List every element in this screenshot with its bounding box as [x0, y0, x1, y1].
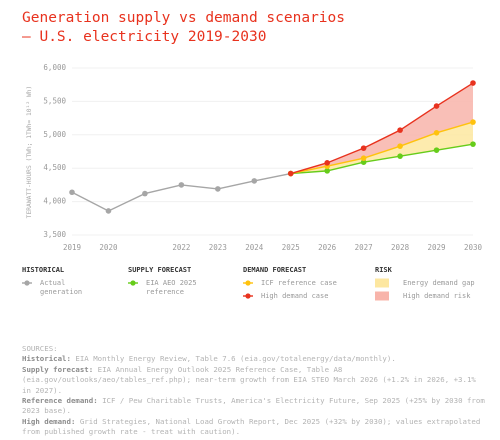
y-tick-label: 4,500	[43, 163, 66, 172]
x-tick-label: 2030	[464, 243, 483, 252]
legend-dot	[245, 280, 251, 286]
data-point	[470, 119, 476, 125]
data-point	[324, 160, 330, 166]
source-item: Reference demand: ICF / Pew Charitable T…	[22, 396, 485, 415]
data-point	[360, 159, 367, 165]
x-tick-label: 2020	[99, 243, 118, 252]
series-line	[71, 172, 291, 212]
data-point	[470, 141, 476, 147]
legend-heading: RISK	[375, 266, 393, 274]
risk-band	[290, 83, 473, 174]
x-tick-label: 2025	[282, 243, 300, 252]
series-line	[290, 121, 474, 175]
source-text: Grid Strategies, National Load Growth Re…	[22, 416, 481, 437]
legend-swatch	[375, 278, 389, 288]
data-point	[470, 80, 476, 86]
x-tick-label: 2019	[63, 243, 81, 252]
data-point	[397, 153, 403, 159]
y-tick-label: 5,500	[43, 96, 66, 105]
y-tick-label: 3,500	[43, 230, 66, 239]
legend-dot	[24, 280, 30, 286]
x-tick-label: 2027	[355, 243, 373, 252]
legend-heading: HISTORICAL	[22, 266, 64, 274]
source-item: High demand: Grid Strategies, National L…	[22, 417, 480, 436]
y-tick-label: 6,000	[43, 63, 66, 72]
source-text: ICF / Pew Charitable Trusts, America's E…	[22, 396, 485, 416]
data-point	[360, 145, 367, 151]
x-tick-label: 2028	[391, 243, 410, 252]
legend-label: High demand case	[261, 292, 328, 300]
x-tick-label: 2022	[172, 243, 190, 252]
source-label: Reference demand:	[22, 396, 98, 406]
x-tick-label: 2024	[245, 243, 264, 252]
data-point	[142, 190, 148, 197]
data-point	[69, 189, 75, 196]
source-item: Supply forecast: EIA Annual Energy Outlo…	[22, 365, 476, 395]
source-text: EIA Monthly Energy Review, Table 7.6 (ei…	[75, 354, 396, 364]
data-point	[105, 208, 112, 214]
data-point	[360, 155, 367, 161]
data-point	[433, 147, 440, 153]
source-item: Historical: EIA Monthly Energy Review, T…	[22, 354, 396, 363]
legend-label: EIA AEO 2025 reference	[146, 279, 197, 296]
x-tick-label: 2029	[428, 243, 446, 252]
legend-swatch	[375, 291, 389, 301]
source-label: Historical:	[22, 354, 71, 364]
data-point	[433, 103, 440, 109]
source-label: Supply forecast:	[22, 364, 94, 374]
source-label: High demand:	[22, 416, 76, 426]
data-point	[433, 129, 440, 136]
data-point	[215, 186, 221, 192]
legend-heading: SUPPLY FORECAST	[128, 266, 191, 274]
source-text: EIA Annual Energy Outlook 2025 Reference…	[22, 364, 476, 395]
legend-dot	[130, 280, 136, 286]
y-axis-label: TERAWATT-HOURS (TWh; 1TWh= 10¹² Wh)	[26, 86, 33, 219]
data-point	[251, 178, 258, 184]
data-point	[324, 168, 330, 174]
legend-label: ICF reference case	[261, 279, 337, 287]
legend-label: Actual generation	[40, 279, 82, 296]
sources-heading: SOURCES:	[22, 344, 58, 353]
data-point	[397, 127, 403, 133]
chart-title: — U.S. electricity 2019-2030	[22, 29, 266, 45]
x-tick-label: 2026	[318, 243, 337, 252]
x-tick-label: 2023	[209, 243, 227, 252]
legend-dot	[245, 293, 251, 299]
data-point	[397, 143, 403, 149]
legend-heading: DEMAND FORECAST	[243, 266, 306, 274]
sources: SOURCES: Historical: EIA Monthly Energy R…	[22, 344, 488, 438]
data-point	[287, 170, 294, 177]
y-tick-label: 5,000	[43, 130, 66, 139]
legend-label: Energy demand gap	[403, 279, 475, 287]
y-tick-label: 4,000	[43, 197, 66, 206]
legend-label: High demand risk	[403, 292, 471, 300]
data-point	[178, 182, 185, 188]
chart: Generation supply vs demand scenarios — …	[22, 10, 483, 301]
series-line	[290, 143, 474, 175]
chart-title: Generation supply vs demand scenarios	[22, 10, 345, 26]
series-line	[290, 82, 474, 175]
